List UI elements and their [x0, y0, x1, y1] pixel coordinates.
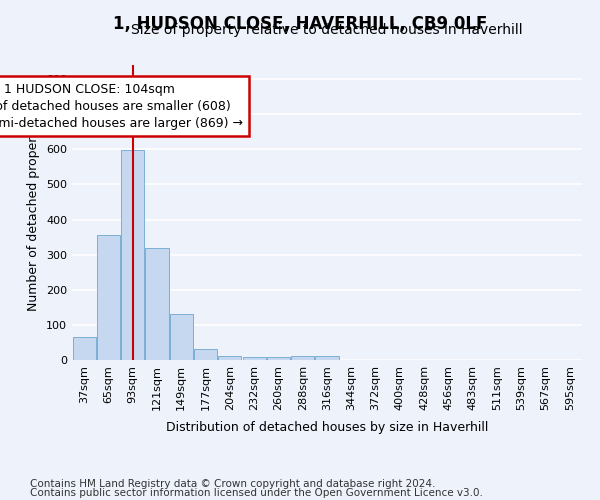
Bar: [97, 234, 120, 360]
Bar: [242, 357, 266, 360]
Bar: [121, 150, 144, 360]
X-axis label: Distribution of detached houses by size in Haverhill: Distribution of detached houses by size …: [166, 421, 488, 434]
Bar: [267, 357, 290, 360]
Text: Contains public sector information licensed under the Open Government Licence v3: Contains public sector information licen…: [30, 488, 483, 498]
Text: 1, HUDSON CLOSE, HAVERHILL, CB9 0LF: 1, HUDSON CLOSE, HAVERHILL, CB9 0LF: [113, 15, 487, 33]
Bar: [291, 356, 314, 360]
Bar: [194, 350, 217, 360]
Bar: [73, 337, 95, 360]
Text: Contains HM Land Registry data © Crown copyright and database right 2024.: Contains HM Land Registry data © Crown c…: [30, 479, 436, 489]
Text: 1 HUDSON CLOSE: 104sqm
← 41% of detached houses are smaller (608)
58% of semi-de: 1 HUDSON CLOSE: 104sqm ← 41% of detached…: [0, 82, 243, 130]
Bar: [316, 356, 338, 360]
Bar: [145, 248, 169, 360]
Y-axis label: Number of detached properties: Number of detached properties: [28, 114, 40, 311]
Title: Size of property relative to detached houses in Haverhill: Size of property relative to detached ho…: [131, 24, 523, 38]
Bar: [218, 356, 241, 360]
Bar: [170, 314, 193, 360]
